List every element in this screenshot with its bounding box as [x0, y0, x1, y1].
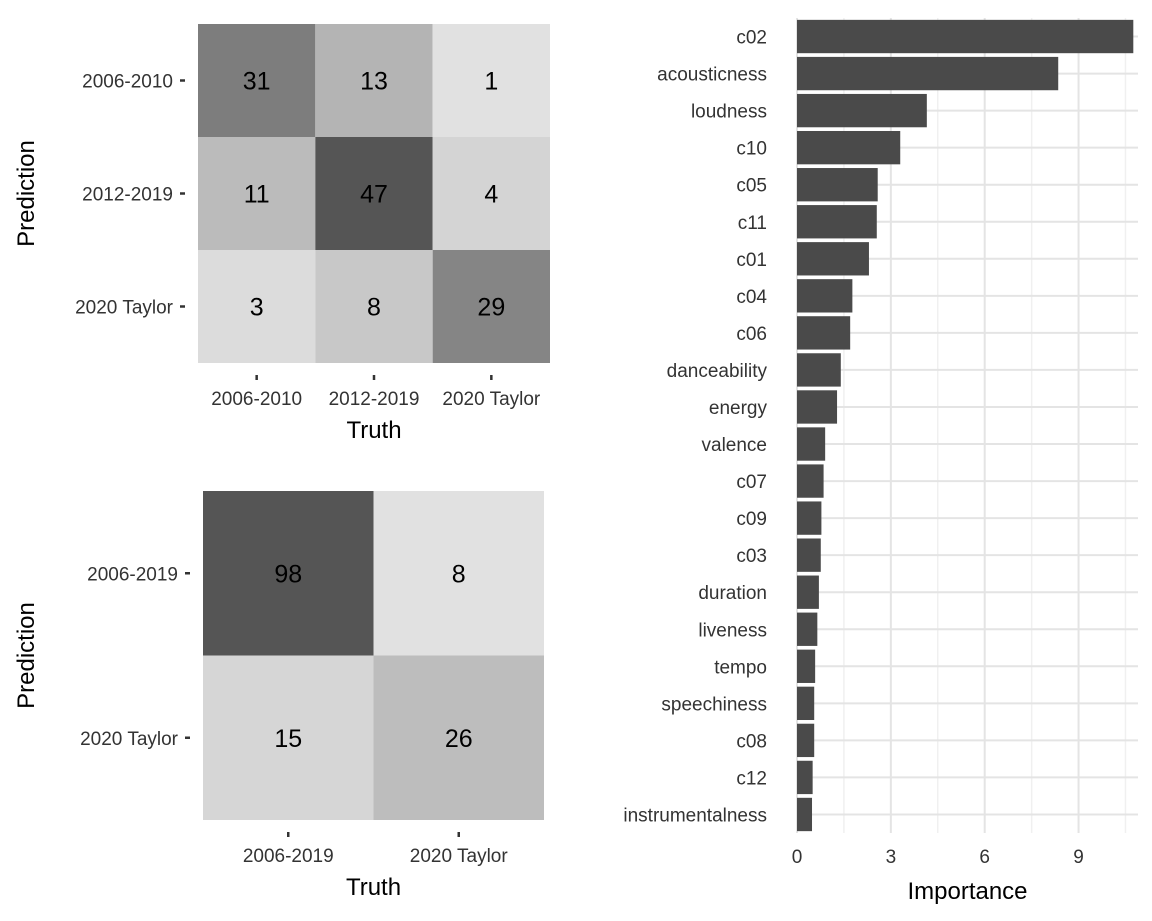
x-tick-label: 6 — [979, 847, 990, 868]
importance-bar — [797, 575, 819, 609]
x-tick-label: 2006-2010 — [211, 389, 302, 410]
matrix-cell — [198, 137, 316, 250]
matrix-cell — [432, 137, 550, 250]
category-label: c06 — [736, 324, 767, 345]
category-label: danceability — [667, 361, 768, 382]
importance-bar — [797, 130, 901, 165]
cell-value-label: 1 — [484, 68, 498, 96]
x-tick-label: 3 — [886, 847, 897, 868]
matrix-cell — [373, 655, 544, 820]
category-label: c03 — [736, 546, 767, 567]
x-tick-label: 2020 Taylor — [442, 389, 541, 410]
importance-bar — [797, 205, 877, 239]
importance-bar — [797, 797, 813, 832]
matrix-cell — [315, 24, 433, 137]
y-tick-label: 2020 Taylor — [80, 729, 179, 750]
x-axis-title: Truth — [346, 874, 401, 901]
cell-value-label: 29 — [477, 294, 505, 322]
cell-value-label: 98 — [274, 560, 302, 588]
category-label: instrumentalness — [623, 805, 767, 826]
importance-bar — [797, 612, 818, 646]
category-label: c11 — [738, 213, 767, 234]
category-label: c01 — [736, 250, 767, 271]
cell-value-label: 8 — [452, 560, 466, 588]
importance-bar — [797, 279, 853, 313]
category-label: loudness — [691, 102, 767, 123]
cell-value-label: 47 — [360, 181, 388, 209]
importance-bar — [797, 723, 815, 758]
category-label: c07 — [736, 472, 767, 493]
category-label: c10 — [736, 139, 767, 160]
matrix-cell — [203, 491, 374, 656]
y-tick-label: 2006-2010 — [82, 72, 173, 93]
x-tick-label: 2006-2019 — [243, 846, 334, 867]
cell-value-label: 11 — [244, 181, 270, 209]
matrix-cell — [198, 24, 316, 137]
category-label: c09 — [736, 509, 767, 530]
importance-bar — [797, 168, 878, 202]
x-tick-label: 2020 Taylor — [410, 846, 509, 867]
category-label: duration — [698, 583, 767, 604]
cell-value-label: 15 — [274, 725, 302, 753]
x-axis-title: Truth — [346, 417, 401, 444]
category-label: liveness — [698, 620, 767, 641]
importance-bar — [797, 242, 869, 276]
importance-bar — [797, 427, 826, 461]
category-label: c04 — [736, 287, 767, 308]
matrix-cell — [373, 491, 544, 656]
importance-bar — [797, 538, 821, 572]
category-label: acousticness — [657, 65, 767, 86]
importance-bar — [797, 19, 1134, 54]
cell-value-label: 8 — [367, 294, 381, 322]
cell-value-label: 31 — [243, 68, 271, 96]
category-label: c05 — [736, 176, 767, 197]
matrix-cell — [315, 250, 433, 363]
importance-bar — [797, 649, 816, 683]
x-tick-label: 2012-2019 — [329, 389, 420, 410]
x-axis-title: Importance — [907, 878, 1027, 905]
matrix-cell — [315, 137, 433, 250]
category-label: speechiness — [661, 694, 767, 715]
y-axis-title: Prediction — [13, 140, 40, 247]
cell-value-label: 3 — [250, 294, 264, 322]
importance-bar — [797, 501, 822, 535]
x-tick-label: 9 — [1073, 847, 1084, 868]
matrix-cell — [432, 250, 550, 363]
importance-bar — [797, 353, 841, 387]
category-label: valence — [702, 435, 768, 456]
x-tick-label: 0 — [792, 847, 803, 868]
y-tick-label: 2006-2019 — [87, 564, 178, 585]
cell-value-label: 13 — [360, 68, 388, 96]
y-tick-label: 2012-2019 — [82, 185, 173, 206]
importance-bar — [797, 686, 815, 721]
cell-value-label: 4 — [484, 181, 498, 209]
y-axis-title: Prediction — [13, 602, 40, 709]
category-label: tempo — [714, 657, 767, 678]
category-label: energy — [709, 398, 768, 419]
y-tick-label: 2020 Taylor — [75, 298, 174, 319]
confusion-matrix-2-class: 98 8 15 26 2006-2019 2020 Taylor 2006-2019 2020… — [13, 491, 544, 901]
cell-value-label: 26 — [445, 725, 473, 753]
category-label: c12 — [736, 768, 767, 789]
importance-bar — [797, 760, 813, 795]
importance-bar — [797, 93, 927, 128]
importance-bar-chart: c02 acousticness loudness c10 c05 c11 c01 c04 c0… — [623, 18, 1138, 905]
matrix-cell — [198, 250, 316, 363]
importance-bar — [797, 316, 851, 350]
category-label: c08 — [736, 731, 767, 752]
matrix-cell — [432, 24, 550, 137]
importance-bar — [797, 390, 838, 424]
importance-bar — [797, 464, 824, 498]
matrix-cell — [203, 655, 374, 820]
category-label: c02 — [736, 28, 767, 49]
importance-bar — [797, 56, 1059, 91]
